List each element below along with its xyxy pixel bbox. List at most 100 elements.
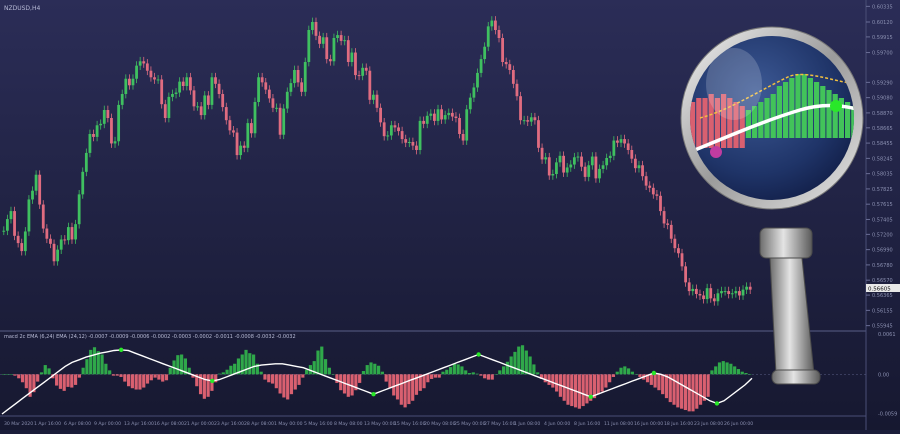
candle-body <box>264 82 268 90</box>
candle-body <box>336 35 339 38</box>
candle-body <box>49 238 52 244</box>
macd-bar <box>255 363 259 375</box>
candle-body <box>400 131 404 140</box>
macd-bar <box>448 367 453 375</box>
candle-body <box>608 155 612 158</box>
macd-bar <box>248 353 252 375</box>
macd-bar <box>627 368 631 375</box>
macd-bar <box>104 363 108 375</box>
macd-bar <box>471 372 475 375</box>
candle-body <box>694 288 698 294</box>
macd-bar <box>5 374 9 375</box>
candle-body <box>637 165 641 169</box>
macd-bar <box>286 374 290 400</box>
macd-bar <box>39 372 44 375</box>
macd-bar <box>532 364 536 375</box>
candle-body <box>45 228 49 239</box>
candle-body <box>529 117 533 122</box>
candle-body <box>145 63 149 71</box>
magnified-bar <box>826 90 832 138</box>
candle-body <box>479 59 483 73</box>
candle-body <box>590 156 594 166</box>
candle-body <box>34 174 38 191</box>
macd-bar <box>180 354 184 375</box>
macd-bar <box>600 374 604 392</box>
candle-body <box>70 227 74 240</box>
time-label: 20 May 08:00 <box>424 421 456 427</box>
macd-bar <box>9 374 13 375</box>
candle-body <box>436 109 440 121</box>
macd-bar <box>524 350 528 375</box>
magnifier-collar <box>759 227 813 259</box>
candle-body <box>562 155 566 173</box>
candle-body <box>738 291 741 296</box>
candle-body <box>127 78 131 86</box>
candle-body <box>418 120 422 150</box>
price-tick-label: 0.59915 <box>872 35 893 41</box>
macd-bar <box>509 356 513 375</box>
macd-bar <box>36 374 40 382</box>
macd-bar <box>676 374 680 408</box>
time-label: 8 Jun 16:00 <box>574 421 600 427</box>
candle-body <box>318 35 321 44</box>
macd-bar <box>89 349 93 375</box>
candle-body <box>192 90 196 107</box>
candle-body <box>433 113 436 121</box>
candle-body <box>720 291 723 294</box>
price-tick-label: 0.57200 <box>872 232 893 238</box>
macd-bar <box>608 374 612 383</box>
candle-body <box>630 150 634 159</box>
price-axis[interactable]: 0.60335 0.60120 0.59915 0.59700 0.59290 0.590… <box>866 4 893 330</box>
candle-body <box>188 77 192 91</box>
macd-bar <box>392 374 396 396</box>
candle-body <box>296 70 300 83</box>
candle-body <box>206 95 210 105</box>
candle-body <box>285 91 289 109</box>
macd-bar <box>202 374 206 399</box>
candle-body <box>23 231 27 252</box>
macd-bar <box>320 346 324 375</box>
macd-bar <box>475 373 479 375</box>
macd-bar <box>267 374 271 383</box>
macd-bar <box>58 374 63 389</box>
candle-body <box>246 123 250 148</box>
macd-bar <box>698 374 703 405</box>
magnified-bar <box>721 94 727 148</box>
candle-body <box>702 295 705 300</box>
macd-bar <box>645 374 650 383</box>
price-tick-label: 0.58665 <box>872 126 893 132</box>
macd-bar <box>502 366 506 375</box>
price-tick-label: 0.56365 <box>872 293 893 299</box>
time-label: 1 Jun 08:00 <box>514 421 540 427</box>
macd-bar <box>490 374 494 380</box>
macd-bar <box>706 374 710 397</box>
macd-bar <box>316 350 320 375</box>
candle-body <box>63 239 67 241</box>
macd-bar <box>464 370 468 375</box>
time-label: 16 Jun 00:00 <box>634 421 663 427</box>
price-tick-label: 0.56570 <box>872 278 893 284</box>
macd-bar <box>536 372 540 375</box>
candle-body <box>698 294 702 296</box>
candle-body <box>271 98 275 108</box>
candle-body <box>612 140 616 156</box>
time-axis: 30 Mar 2020 1 Apr 16:00 6 Apr 08:00 9 Apr 0… <box>4 421 753 427</box>
candle-body <box>142 61 146 64</box>
price-tick-label: 0.57405 <box>872 217 893 223</box>
macd-bar <box>350 374 354 396</box>
candle-body <box>311 22 314 30</box>
candle-body <box>354 52 357 76</box>
macd-bar <box>414 374 419 395</box>
macd-bar <box>274 374 278 389</box>
candle-body <box>77 194 81 225</box>
signal-turn-marker <box>476 352 481 357</box>
price-candles <box>2 16 752 306</box>
candle-body <box>748 286 752 290</box>
macd-bar <box>225 369 229 375</box>
macd-bar <box>513 351 517 375</box>
macd-bar <box>483 374 487 379</box>
macd-signal-line <box>1 347 753 415</box>
time-label: 8 May 08:00 <box>334 421 363 427</box>
candle-body <box>278 107 282 135</box>
